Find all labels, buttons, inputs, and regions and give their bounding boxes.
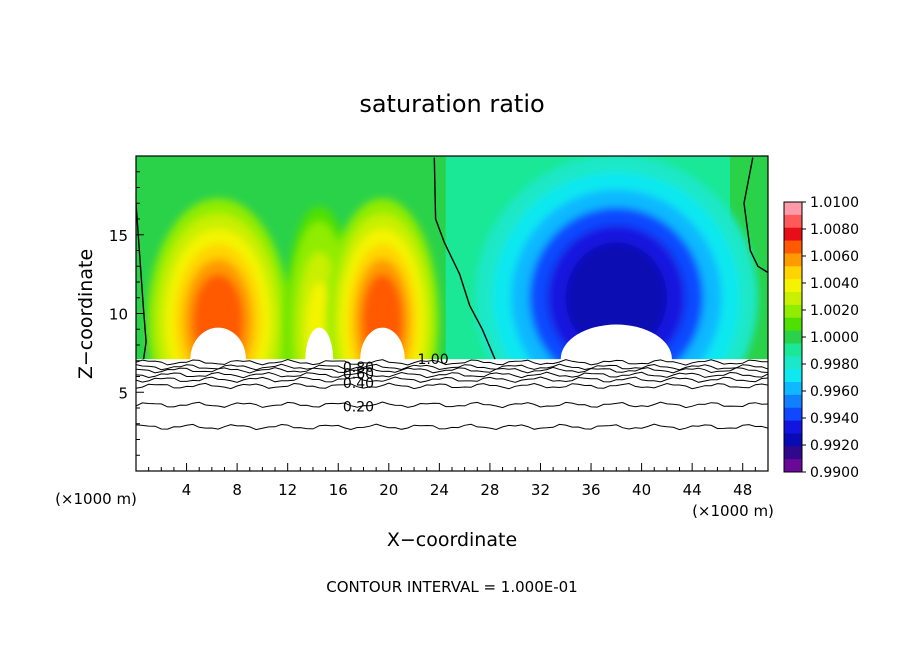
colorbar-swatch	[784, 420, 802, 434]
colorbar-label: 1.0040	[810, 276, 859, 292]
x-axis: 4 8 12 16 20 24 28 32 36 40 44 48	[148, 463, 756, 499]
colorbar-swatch	[784, 304, 802, 319]
terrain-mask	[136, 324, 768, 471]
y-axis: 5 10 15	[109, 171, 144, 456]
x-tick-label: 24	[430, 481, 449, 499]
y-axis-label: Z−coordinate	[75, 249, 97, 379]
colorbar-swatch	[784, 394, 802, 409]
colorbar-swatch	[784, 343, 802, 357]
x-tick-label: 12	[278, 481, 297, 499]
colorbar-label: 0.9960	[810, 384, 859, 400]
colorbar-swatch	[784, 433, 802, 447]
colorbar-swatch	[784, 227, 802, 242]
x-tick-label: 40	[632, 481, 651, 499]
x-tick-label: 16	[329, 481, 348, 499]
colorbar-swatch	[784, 382, 802, 396]
contour-label: 0.60	[343, 366, 374, 382]
colorbar-swatch	[784, 407, 802, 422]
x-tick-label: 48	[733, 481, 752, 499]
x-tick-label: 36	[581, 481, 600, 499]
chart-title: saturation ratio	[359, 90, 544, 118]
contour-label: 1.00	[417, 352, 448, 368]
plot-area	[136, 156, 768, 471]
colorbar-label: 1.0020	[810, 303, 859, 319]
y-tick-label: 15	[109, 227, 128, 245]
x-tick-label: 32	[531, 481, 550, 499]
colorbar-swatch	[784, 356, 802, 370]
colorbar-label: 0.9940	[810, 411, 859, 427]
colorbar-label: 1.0080	[810, 222, 859, 238]
colorbar-swatch	[784, 292, 802, 306]
contour-label: 0.40	[343, 376, 374, 392]
x-unit-left: (×1000 m)	[55, 490, 137, 508]
saturation-contour-1	[433, 157, 496, 360]
contour-line-6	[136, 401, 768, 409]
white-core-3	[560, 324, 672, 394]
x-tick-label: 20	[379, 481, 398, 499]
saturation-contour-2	[743, 157, 768, 274]
contour-lines	[136, 157, 768, 431]
white-core-1	[305, 327, 334, 391]
colorbar-label: 0.9900	[810, 465, 859, 481]
white-core-0	[190, 327, 246, 391]
colorbar-swatch	[784, 279, 802, 293]
subsaturated-region-3-band-5	[565, 242, 667, 353]
contour-line-5	[136, 382, 768, 390]
contour-line-2	[136, 366, 768, 374]
colorbar-swatch	[784, 330, 802, 344]
contour-line-7	[136, 423, 768, 431]
contour-line-3	[136, 371, 768, 379]
colorbar-label: 1.0100	[810, 195, 859, 211]
colorbar-label: 1.0060	[810, 249, 859, 265]
contour-line-1	[136, 363, 768, 371]
colorbar-label: 0.9980	[810, 357, 859, 373]
contour-label: 0.80	[343, 360, 374, 376]
x-tick-label: 44	[683, 481, 702, 499]
colorbar: 1.0100 1.0080 1.0060 1.0040 1.0020 1.0000 0.99…	[783, 195, 859, 481]
contour-label: 0.20	[343, 399, 374, 415]
colorbar-swatch	[784, 446, 802, 460]
contour-line-4	[136, 376, 768, 383]
colorbar-swatch	[784, 202, 802, 216]
colorbar-swatch	[784, 214, 802, 229]
colorbar-swatch	[784, 240, 802, 254]
x-tick-label: 8	[232, 481, 242, 499]
y-tick-label: 10	[109, 306, 128, 324]
colorbar-swatch	[784, 266, 802, 280]
colorbar-swatch	[784, 253, 802, 267]
x-tick-label: 28	[480, 481, 499, 499]
x-unit-right: (×1000 m)	[692, 502, 774, 520]
contour-labels: 1.00 0.800.600.40 0.20	[343, 352, 449, 415]
colorbar-label: 1.0000	[810, 330, 859, 346]
contour-line-0	[136, 358, 768, 366]
contour-interval-note: CONTOUR INTERVAL = 1.000E-01	[326, 578, 577, 596]
saturation-contour-0	[136, 203, 147, 360]
colorbar-label: 0.9920	[810, 438, 859, 454]
y-tick-label: 5	[118, 384, 128, 402]
colorbar-swatch	[784, 317, 802, 332]
colorbar-swatch	[784, 459, 802, 473]
x-axis-label: X−coordinate	[387, 529, 517, 551]
x-tick-label: 4	[182, 481, 192, 499]
colorbar-swatch	[784, 369, 802, 383]
